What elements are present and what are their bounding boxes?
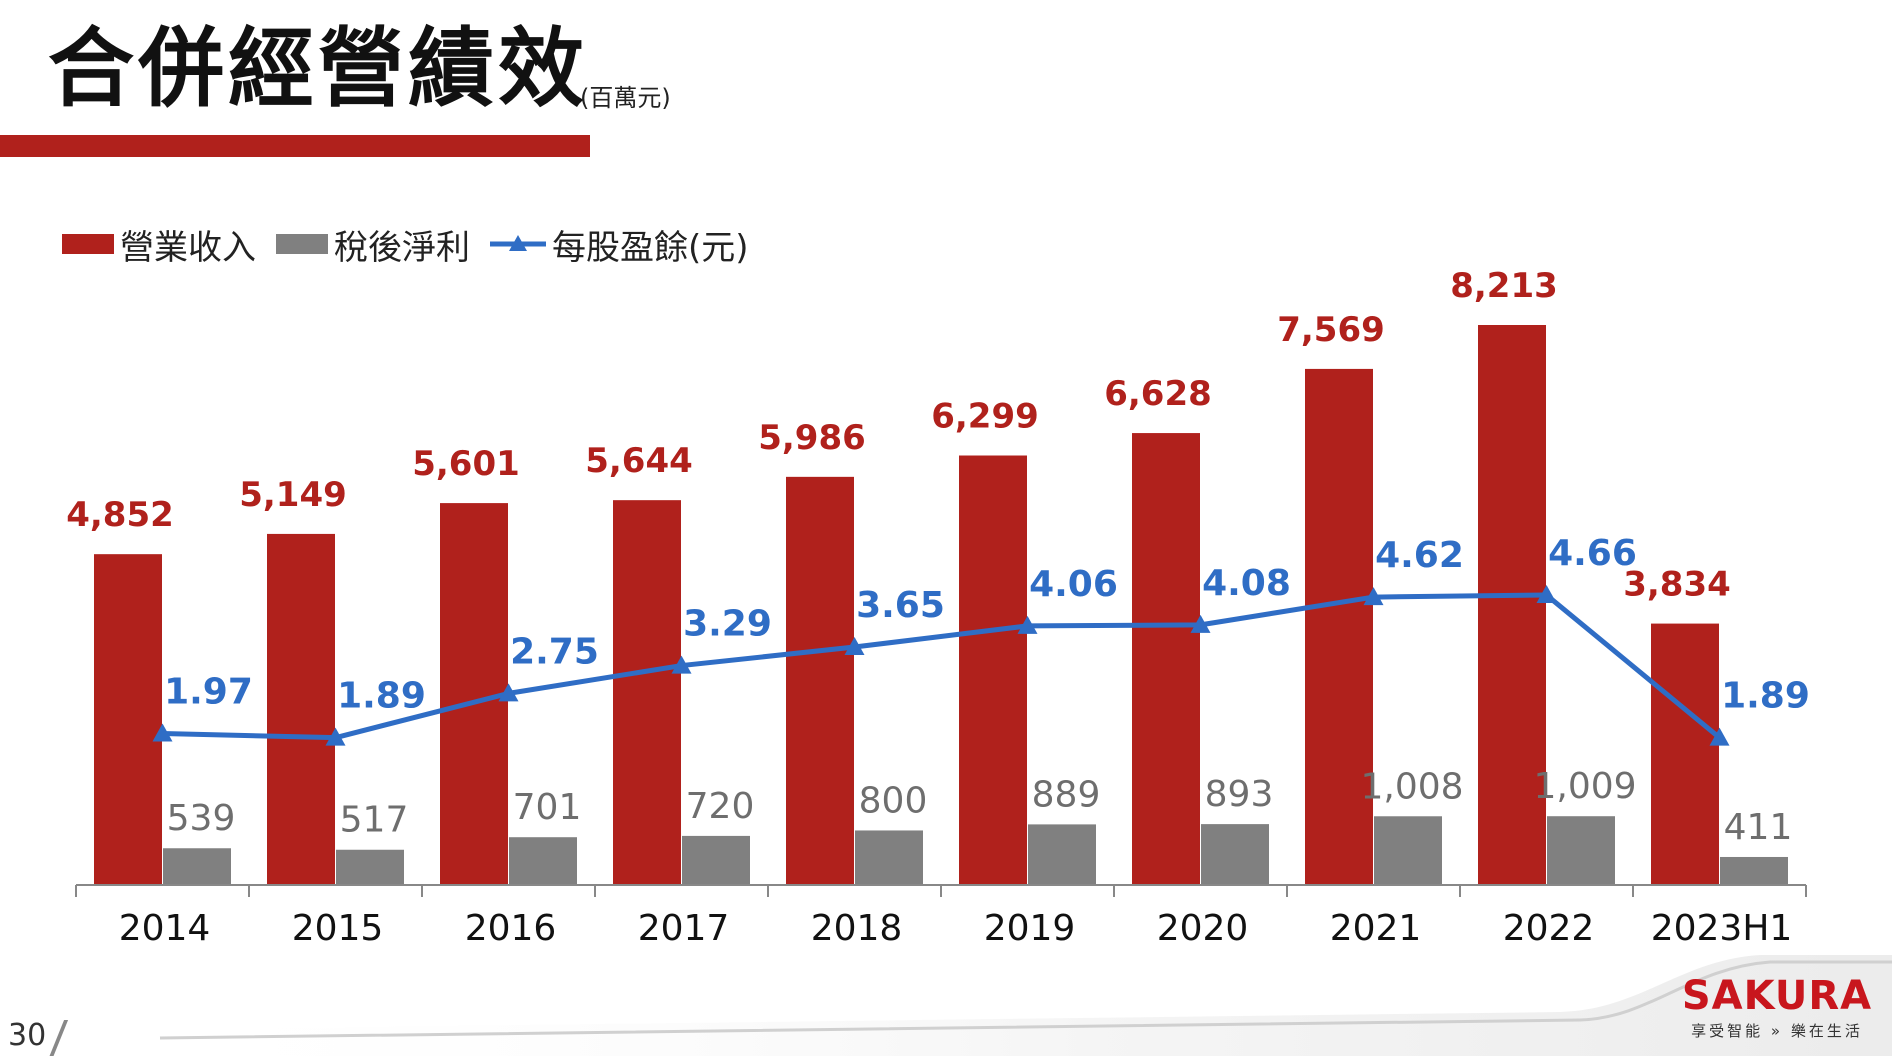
eps-marker-2019 [1017,615,1038,634]
chart-legend: 營業收入 稅後淨利 每股盈餘(元) [62,220,769,269]
legend-label-eps: 每股盈餘(元) [552,227,749,268]
x-tick-label-2016: 2016 [465,908,557,949]
title-accent-bar [0,135,590,157]
legend-label-net-income: 稅後淨利 [334,227,470,268]
bar-net-income-2023H1 [1720,856,1788,885]
x-tick-label-2022: 2022 [1503,908,1595,949]
label-net-income-2019: 889 [1032,774,1101,815]
x-tick-label-2020: 2020 [1157,908,1249,949]
unit-label: (百萬元) [580,84,671,112]
legend-swatch-net-income [276,234,328,254]
label-net-income-2021: 1,008 [1360,766,1463,807]
eps-line [162,592,1722,741]
label-net-income-2014: 539 [167,798,236,839]
label-revenue-2019: 6,299 [931,397,1039,437]
x-tick-label-2023H1: 2023H1 [1651,908,1793,949]
bar-net-income-2017 [682,835,750,885]
bar-revenue-2020 [1132,433,1200,885]
logo-tagline: 享受智能 » 樂在生活 [1691,1022,1863,1040]
x-tick-label-2019: 2019 [984,908,1076,949]
bar-revenue-2018 [786,476,854,885]
bar-net-income-2022 [1547,816,1615,885]
label-revenue-2022: 8,213 [1450,266,1558,306]
eps-marker-2023H1 [1709,727,1730,746]
label-eps-2021: 4.62 [1375,535,1464,576]
page-title: 合併經營績效 [48,19,588,119]
label-net-income-2020: 893 [1205,774,1274,815]
bar-net-income-2018 [855,830,923,885]
legend-item-eps: 每股盈餘(元) [490,220,749,269]
x-tick-label-2015: 2015 [292,908,384,949]
eps-marker-2020 [1190,614,1211,633]
bar-revenue-2014 [94,554,162,885]
label-eps-2020: 4.08 [1202,563,1291,604]
eps-marker-2016 [498,683,519,702]
label-eps-2016: 2.75 [510,631,599,672]
legend-swatch-revenue [62,234,114,254]
label-net-income-2016: 701 [513,787,582,828]
label-eps-2018: 3.65 [856,585,945,626]
bar-net-income-2014 [163,848,231,885]
bar-revenue-2017 [613,500,681,885]
legend-label-revenue: 營業收入 [120,227,256,268]
bar-net-income-2016 [509,837,577,885]
legend-swatch-eps [490,234,546,254]
sakura-logo: SAKURA 享受智能 » 樂在生活 [1674,976,1880,1041]
bar-net-income-2015 [336,849,404,885]
label-net-income-2022: 1,009 [1533,766,1636,807]
label-eps-2017: 3.29 [683,604,772,645]
eps-marker-2022 [1536,585,1557,604]
label-eps-2022: 4.66 [1548,533,1637,574]
eps-marker-2014 [152,723,173,742]
eps-marker-2015 [325,727,346,746]
bar-net-income-2019 [1028,824,1096,885]
label-net-income-2017: 720 [686,786,755,827]
bar-net-income-2020 [1201,824,1269,885]
label-revenue-2017: 5,644 [585,441,693,481]
label-revenue-2021: 7,569 [1277,310,1385,350]
legend-item-revenue: 營業收入 [62,220,256,269]
x-tick-label-2018: 2018 [811,908,903,949]
label-revenue-2015: 5,149 [239,475,347,515]
bar-net-income-2021 [1374,816,1442,885]
label-revenue-2014: 4,852 [66,495,174,535]
label-revenue-2016: 5,601 [412,444,520,484]
label-net-income-2018: 800 [859,780,928,821]
label-net-income-2023H1: 411 [1724,807,1793,848]
label-net-income-2015: 517 [340,800,409,841]
label-revenue-2018: 5,986 [758,418,866,458]
x-tick-label-2021: 2021 [1330,908,1422,949]
bar-revenue-2022 [1478,325,1546,885]
page-number: 30 [8,1018,47,1053]
eps-marker-2021 [1363,587,1384,606]
logo-name: SAKURA [1681,973,1873,1019]
label-revenue-2023H1: 3,834 [1623,565,1731,605]
bar-revenue-2015 [267,533,335,885]
label-revenue-2020: 6,628 [1104,374,1212,414]
bar-revenue-2023H1 [1651,623,1719,885]
label-eps-2019: 4.06 [1029,564,1118,605]
bar-revenue-2021 [1305,368,1373,885]
bar-revenue-2019 [959,455,1027,885]
x-tick-label-2017: 2017 [638,908,730,949]
eps-marker-2017 [671,655,692,674]
label-eps-2015: 1.89 [337,676,426,717]
label-eps-2023H1: 1.89 [1721,676,1810,717]
legend-item-net-income: 稅後淨利 [276,220,470,269]
eps-marker-2018 [844,637,865,656]
x-tick-label-2014: 2014 [119,908,211,949]
label-eps-2014: 1.97 [164,672,253,713]
